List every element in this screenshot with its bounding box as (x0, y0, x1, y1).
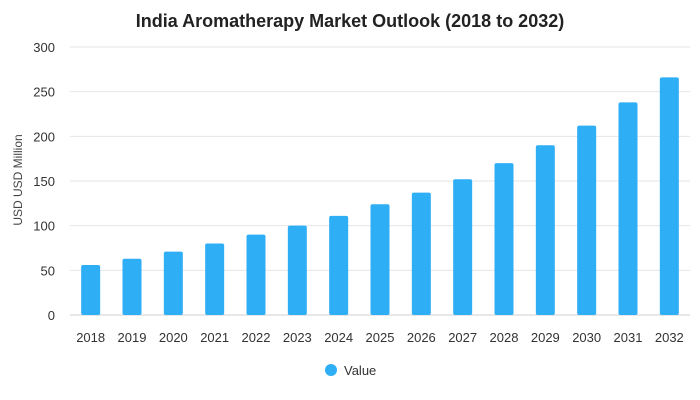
bar-2026[interactable] (411, 192, 431, 315)
y-tick-label: 250 (33, 85, 55, 100)
chart-title: India Aromatherapy Market Outlook (2018 … (136, 11, 564, 31)
bar-2023[interactable] (287, 225, 307, 315)
bar-2024[interactable] (329, 215, 349, 315)
y-tick-label: 100 (33, 219, 55, 234)
bar-2019[interactable] (122, 258, 142, 315)
x-tick-label: 2032 (655, 330, 684, 345)
bar-2029[interactable] (535, 145, 555, 315)
bar-2021[interactable] (205, 243, 225, 315)
legend-marker-icon[interactable] (325, 364, 337, 376)
x-tick-label: 2023 (283, 330, 312, 345)
y-tick-label: 300 (33, 40, 55, 55)
bar-2031[interactable] (618, 102, 638, 316)
x-tick-label: 2018 (76, 330, 105, 345)
y-axis-ticks: 0 50 100 150 200 250 300 (33, 40, 55, 323)
x-tick-label: 2025 (366, 330, 395, 345)
x-tick-label: 2027 (448, 330, 477, 345)
x-axis-ticks: 2018 2019 2020 2021 2022 2023 2024 2025 2026 2027… (76, 330, 684, 345)
bar-2032[interactable] (659, 77, 679, 315)
y-tick-label: 50 (41, 263, 55, 278)
legend-label[interactable]: Value (344, 363, 376, 378)
bar-2022[interactable] (246, 234, 266, 315)
bar-2028[interactable] (494, 163, 514, 315)
legend[interactable]: Value (325, 363, 376, 378)
bar-2030[interactable] (577, 125, 597, 315)
x-tick-label: 2022 (242, 330, 271, 345)
y-tick-label: 200 (33, 129, 55, 144)
x-tick-label: 2030 (572, 330, 601, 345)
x-tick-label: 2024 (324, 330, 353, 345)
x-tick-label: 2028 (490, 330, 519, 345)
x-tick-label: 2031 (614, 330, 643, 345)
y-axis-title: USD USD Million (11, 134, 25, 225)
bar-2020[interactable] (163, 251, 183, 315)
bars-layer (81, 77, 679, 316)
x-tick-label: 2026 (407, 330, 436, 345)
x-tick-label: 2020 (159, 330, 188, 345)
x-tick-label: 2021 (200, 330, 229, 345)
bar-2025[interactable] (370, 204, 390, 315)
bar-2027[interactable] (453, 179, 473, 315)
y-tick-label: 0 (48, 308, 55, 323)
x-tick-label: 2019 (118, 330, 147, 345)
x-tick-label: 2029 (531, 330, 560, 345)
y-tick-label: 150 (33, 174, 55, 189)
bar-2018[interactable] (81, 264, 101, 315)
